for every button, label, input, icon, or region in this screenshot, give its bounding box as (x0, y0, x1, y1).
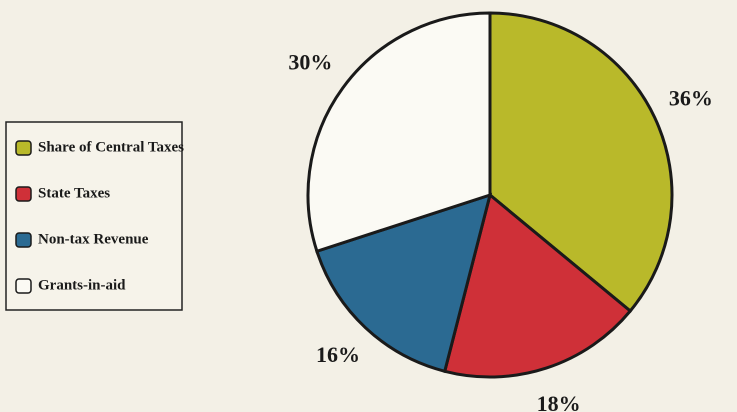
data-label: 18% (537, 391, 581, 412)
legend-swatch (15, 232, 32, 248)
legend-swatch (15, 278, 32, 294)
pie-slice (488, 11, 674, 314)
legend-label: Grants-in-aid (38, 277, 126, 293)
legend-box (5, 121, 183, 311)
data-label: 30% (288, 50, 332, 75)
pie-slice (315, 192, 493, 374)
data-label: 36% (669, 86, 713, 111)
pie-slice (442, 192, 633, 379)
pie-slice (306, 11, 492, 254)
legend-label: Non-tax Revenue (38, 231, 149, 247)
legend-label: Share of Central Taxes (38, 139, 184, 155)
data-label: 16% (316, 342, 360, 367)
legend-swatch (15, 140, 32, 156)
legend-swatch (15, 186, 32, 202)
legend-label: State Taxes (38, 185, 110, 201)
